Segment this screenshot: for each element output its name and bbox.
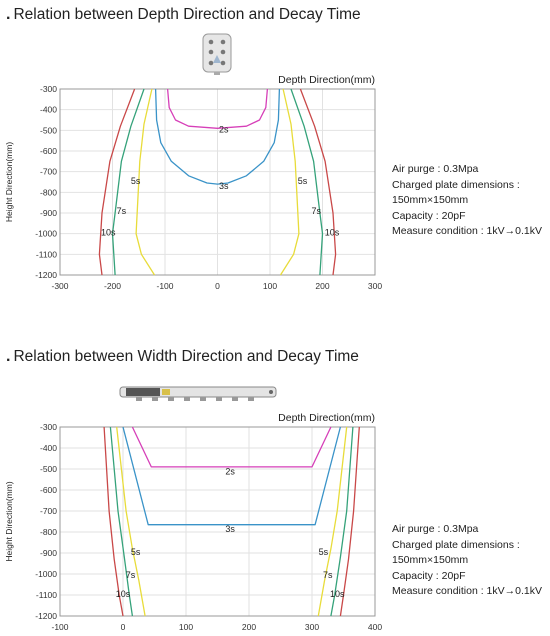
x-tick-label: -100 [156, 281, 173, 291]
specs-block-depth: Air purge : 0.3Mpa Charged plate dimensi… [392, 162, 542, 240]
series-line-5s [279, 88, 300, 276]
series-label-7s: 7s [126, 570, 136, 580]
series-line-10s [103, 426, 124, 617]
series-line-2s [166, 88, 269, 129]
bullet-dot: . [6, 6, 11, 23]
x-tick-label: 300 [368, 281, 382, 291]
x-tick-label: -200 [104, 281, 121, 291]
bar-ionizer-icon [119, 386, 277, 401]
y-tick-label: -500 [40, 125, 57, 135]
series-label-5s: 5s [319, 547, 329, 557]
series-line-7s [290, 88, 324, 276]
section-title-text: Relation between Width Direction and Dec… [13, 348, 359, 365]
series-line-5s [116, 426, 146, 617]
y-tick-label: -600 [40, 485, 57, 495]
series-label-5s: 5s [131, 547, 141, 557]
spec-plate-label: Charged plate dimensions : [392, 178, 520, 191]
spec-air-purge: Air purge : 0.3Mpa [392, 523, 479, 535]
y-tick-label: -1200 [35, 611, 57, 621]
y-tick-label: -500 [40, 464, 57, 474]
series-label-2s: 2s [225, 466, 235, 476]
series-line-3s [122, 426, 342, 526]
series-label-10s: 10s [330, 589, 345, 599]
series-label-7s: 7s [117, 206, 127, 216]
y-tick-label: -400 [40, 443, 57, 453]
spec-capacity: Capacity : 20pF [392, 569, 466, 582]
depth-decay-chart: -300 -200 -100 0 100 200 300-300-400-500-600-7… [4, 74, 382, 291]
section-title-depth: . Relation between Depth Direction and De… [6, 6, 361, 24]
series-line-3s [154, 88, 281, 185]
x-tick-label: 200 [315, 281, 329, 291]
specs-block-width: Air purge : 0.3Mpa Charged plate dimensi… [392, 522, 542, 600]
series-line-2s [131, 426, 332, 468]
y-tick-label: -1100 [36, 590, 57, 600]
sensor-head-icon [202, 33, 232, 75]
bullet-dot: . [6, 348, 11, 365]
series-line-7s [330, 426, 354, 617]
spec-plate-label: Charged plate dimensions : [392, 538, 520, 551]
spec-measure-condition: Measure condition : 1kV→0.1kV [392, 225, 542, 237]
series-line-10s [98, 88, 136, 276]
width-decay-chart: -100 0 100 200 300 400-300-400-500-600-700-80… [4, 412, 382, 632]
series-label-2s: 2s [219, 124, 229, 134]
y-tick-label: -700 [40, 167, 57, 177]
x-tick-label: -100 [51, 622, 68, 632]
series-label-7s: 7s [311, 206, 321, 216]
x-tick-label: 100 [179, 622, 193, 632]
y-tick-label: -1100 [36, 249, 57, 259]
series-line-10s [299, 88, 337, 276]
y-tick-label: -600 [40, 146, 57, 156]
y-tick-label: -800 [40, 527, 57, 537]
x-tick-label: 200 [242, 622, 256, 632]
series-label-10s: 10s [116, 589, 131, 599]
plot-frame [59, 426, 376, 617]
x-tick-label: 100 [263, 281, 277, 291]
y-axis-label: Height Direction(mm) [4, 142, 14, 222]
y-tick-label: -700 [40, 506, 57, 516]
series-line-7s [109, 426, 134, 617]
x-tick-label: 400 [368, 622, 382, 632]
x-tick-label: 0 [121, 622, 126, 632]
y-tick-label: -300 [40, 422, 57, 432]
series-label-10s: 10s [101, 228, 116, 238]
spec-capacity: Capacity : 20pF [392, 209, 466, 222]
series-line-5s [135, 88, 156, 276]
y-tick-label: -800 [40, 187, 57, 197]
y-tick-label: -1000 [35, 569, 57, 579]
series-line-5s [317, 426, 348, 617]
y-tick-label: -1200 [35, 270, 57, 280]
series-label-5s: 5s [298, 176, 308, 186]
spec-air-purge: Air purge : 0.3Mpa [392, 163, 479, 175]
spec-plate-size: 150mm×150mm [392, 194, 469, 206]
x-tick-label: -300 [51, 281, 68, 291]
y-tick-label: -1000 [35, 229, 57, 239]
series-label-7s: 7s [323, 570, 333, 580]
series-line-7s [111, 88, 145, 276]
x-tick-label: 300 [305, 622, 319, 632]
x-axis-label: Depth Direction(mm) [278, 74, 375, 86]
section-title-width: . Relation between Width Direction and De… [6, 348, 359, 366]
series-label-3s: 3s [225, 524, 235, 534]
y-tick-label: -300 [40, 84, 57, 94]
y-tick-label: -900 [40, 548, 57, 558]
series-label-10s: 10s [325, 228, 340, 238]
spec-plate-size: 150mm×150mm [392, 554, 469, 566]
y-tick-label: -900 [40, 208, 57, 218]
spec-measure-condition: Measure condition : 1kV→0.1kV [392, 585, 542, 597]
series-label-3s: 3s [219, 181, 229, 191]
plot-frame [59, 88, 376, 276]
section-title-text: Relation between Depth Direction and Dec… [13, 6, 361, 23]
y-tick-label: -400 [40, 105, 57, 115]
series-line-10s [339, 426, 360, 617]
x-axis-label: Depth Direction(mm) [278, 412, 375, 424]
x-tick-label: 0 [215, 281, 220, 291]
series-label-5s: 5s [131, 176, 141, 186]
y-axis-label: Height Direction(mm) [4, 481, 14, 561]
